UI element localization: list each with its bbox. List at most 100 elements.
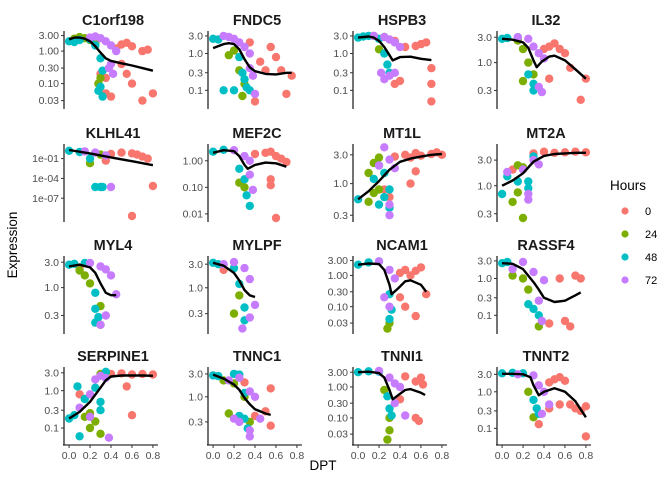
x-tick-label: 0.2	[372, 450, 387, 462]
point-hours-0	[266, 384, 275, 393]
smooth-curve	[357, 262, 428, 296]
x-tick-label: 0.0	[62, 450, 77, 462]
x-tick-label: 0.4	[537, 450, 552, 462]
y-tick-label: 3.00	[328, 367, 349, 379]
smooth-curve	[212, 149, 287, 170]
y-tick-label: 0.3	[44, 310, 59, 322]
y-tick-label: 3.0	[333, 31, 348, 43]
y-tick-label: 0.30	[328, 286, 349, 298]
point-hours-0	[566, 322, 575, 331]
point-hours-48	[387, 411, 396, 420]
y-tick-label: 1.0	[44, 385, 59, 397]
y-tick-label: 1.0	[44, 282, 59, 294]
point-hours-0	[266, 181, 275, 190]
y-axis-title: Expression	[5, 212, 20, 279]
point-hours-0	[411, 311, 420, 321]
point-hours-0	[106, 92, 116, 101]
point-hours-0	[545, 74, 554, 83]
smooth-curve	[501, 37, 587, 80]
point-hours-0	[414, 416, 424, 426]
point-hours-24	[524, 387, 533, 396]
point-hours-72	[529, 267, 538, 277]
x-tick-label: 0.6	[558, 450, 573, 462]
point-hours-72	[385, 373, 394, 382]
point-hours-48	[503, 257, 512, 267]
legend-label: 72	[645, 275, 657, 287]
point-hours-72	[380, 293, 389, 302]
panel-tnnc1: TNNC1 0.3 1.0 3.0 0.0 0.2 0.4 0.6 0.8	[188, 349, 304, 462]
smooth-curve	[502, 262, 582, 304]
point-hours-0	[401, 302, 410, 311]
point-hours-72	[539, 276, 549, 285]
point-hours-72	[534, 160, 543, 169]
x-tick-label: 0.4	[104, 450, 119, 462]
panel-serpine1: SERPINE1 0.1 0.3 1.0 3.0 0.0 0.2 0.4 0.6 0.8	[44, 349, 160, 462]
point-hours-0	[127, 79, 137, 88]
y-tick-label: 1.0	[333, 48, 348, 60]
point-hours-0	[581, 432, 591, 441]
point-hours-0	[576, 95, 585, 105]
y-tick-label: 1.0	[477, 273, 492, 285]
point-hours-72	[534, 381, 543, 390]
y-tick-label: 1.0	[188, 391, 203, 403]
y-tick-label: 0.03	[39, 95, 60, 107]
point-hours-0	[143, 45, 152, 54]
point-hours-72	[537, 87, 547, 97]
point-hours-0	[148, 89, 158, 98]
point-hours-72	[374, 161, 384, 170]
point-hours-0	[256, 57, 265, 66]
point-hours-48	[385, 314, 394, 324]
point-hours-72	[106, 41, 116, 50]
point-hours-0	[560, 49, 570, 58]
y-tick-label: 3.00	[328, 255, 349, 267]
point-hours-72	[395, 42, 405, 52]
smooth-curve	[68, 263, 117, 297]
point-hours-48	[524, 184, 533, 193]
y-tick-label: 1.00	[328, 270, 349, 282]
point-hours-72	[106, 271, 116, 280]
point-hours-24	[85, 279, 95, 288]
panel-rassf4: RASSF4 0.1 0.3 1.0 3.0	[477, 238, 585, 334]
point-hours-72	[238, 324, 247, 333]
point-hours-0	[271, 52, 281, 62]
x-axis-title: DPT	[310, 458, 337, 473]
panel-il32: IL32 0.3 1.0 3.0	[477, 13, 591, 109]
point-hours-72	[96, 320, 105, 329]
point-hours-48	[96, 406, 105, 415]
panel-title: NCAM1	[376, 238, 428, 254]
point-hours-0	[539, 147, 549, 156]
legend-label: 48	[645, 252, 657, 264]
y-tick-label: 0.3	[188, 308, 203, 320]
panel-tnni1: TNNI1 0.03 0.10 0.30 1.00 3.00 0.0 0.2 0.4 0.6 0.8	[328, 349, 450, 462]
y-tick-label: 3.0	[333, 149, 348, 161]
point-hours-48	[91, 304, 100, 313]
x-tick-label: 0.6	[269, 450, 284, 462]
point-hours-0	[117, 148, 126, 157]
panel-mt1l: MT1L 0.3 1.0 3.0	[333, 126, 447, 222]
panel-title: IL32	[531, 13, 560, 29]
x-tick-label: 0.2	[227, 450, 242, 462]
point-hours-0	[545, 319, 554, 328]
point-hours-0	[418, 380, 428, 389]
point-hours-24	[518, 213, 528, 223]
point-hours-24	[518, 44, 528, 54]
point-hours-72	[235, 417, 244, 427]
y-tick-label: 0.3	[333, 67, 348, 79]
y-tick-label: 0.1	[333, 85, 348, 97]
point-hours-72	[101, 311, 111, 320]
point-hours-72	[245, 426, 254, 435]
panel-tnnt2: TNNT2 0.1 0.3 1.0 3.0 0.0 0.2 0.4 0.6 0.8	[477, 349, 593, 462]
point-hours-72	[250, 89, 260, 99]
smooth-curve	[68, 148, 154, 167]
point-hours-72	[245, 387, 254, 396]
point-hours-0	[282, 89, 291, 99]
point-hours-24	[96, 429, 105, 438]
y-tick-label: 0.3	[333, 210, 348, 222]
x-tick-label: 0.2	[516, 450, 531, 462]
point-hours-24	[85, 423, 95, 433]
y-tick-label: 0.3	[477, 292, 492, 304]
point-hours-72	[256, 414, 265, 423]
point-hours-0	[422, 290, 431, 299]
y-tick-label: 3.0	[477, 155, 492, 167]
y-tick-label: 0.10	[328, 413, 349, 425]
